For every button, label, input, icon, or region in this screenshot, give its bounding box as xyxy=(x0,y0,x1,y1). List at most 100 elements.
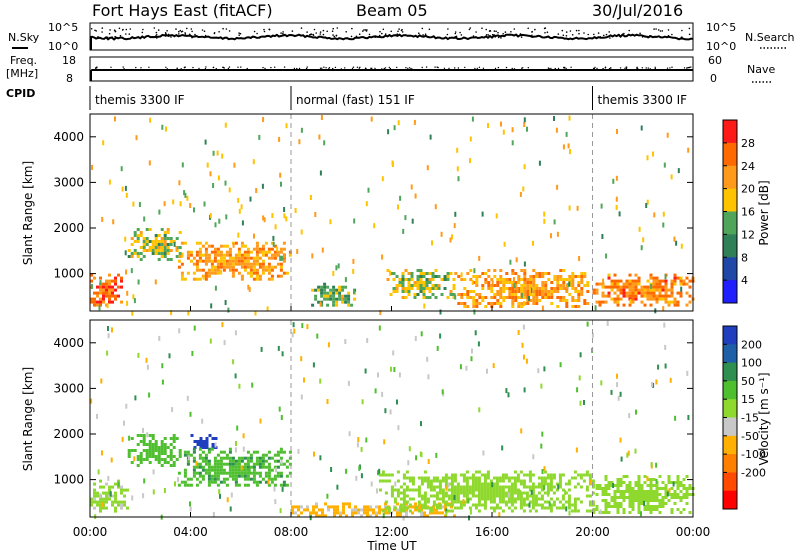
data-cell xyxy=(649,499,653,502)
data-cell xyxy=(655,379,658,385)
data-cell xyxy=(276,274,280,278)
data-cell xyxy=(523,290,527,293)
data-cell xyxy=(108,300,111,304)
data-cell xyxy=(264,268,268,272)
data-cell xyxy=(441,494,445,498)
data-cell xyxy=(222,471,226,475)
data-cell xyxy=(640,502,644,505)
n-search-point xyxy=(418,32,420,34)
colorbar-swatch xyxy=(723,399,737,418)
data-cell xyxy=(195,277,199,281)
data-cell xyxy=(640,499,644,502)
data-cell xyxy=(160,243,164,246)
n-search-point xyxy=(597,32,600,34)
data-cell xyxy=(410,275,414,278)
data-cell xyxy=(567,497,571,501)
data-cell xyxy=(396,479,400,483)
data-cell xyxy=(513,283,516,289)
data-cell xyxy=(511,140,514,146)
data-cell xyxy=(517,296,521,299)
data-cell xyxy=(517,275,521,278)
data-cell xyxy=(469,509,472,515)
data-cell xyxy=(505,281,509,284)
data-cell xyxy=(559,299,563,302)
data-cell xyxy=(339,511,342,515)
data-cell xyxy=(529,287,532,293)
nave-point xyxy=(356,66,359,69)
nave-point xyxy=(687,67,689,69)
data-cell xyxy=(387,129,390,135)
data-cell xyxy=(105,500,108,504)
n-search-point xyxy=(648,35,651,37)
data-cell xyxy=(669,377,672,383)
data-cell xyxy=(393,508,396,512)
data-cell xyxy=(121,186,124,192)
data-cell xyxy=(326,294,330,298)
data-cell xyxy=(667,288,671,292)
data-cell xyxy=(329,294,333,298)
data-cell xyxy=(676,291,680,295)
data-cell xyxy=(428,287,432,290)
data-cell xyxy=(658,285,662,289)
data-cell xyxy=(523,272,527,275)
data-cell xyxy=(468,497,472,501)
data-cell xyxy=(416,284,420,287)
data-cell xyxy=(270,277,274,281)
data-cell xyxy=(105,294,108,298)
data-cell xyxy=(195,461,198,466)
data-cell xyxy=(543,470,547,474)
data-cell xyxy=(601,499,605,502)
data-cell xyxy=(219,493,221,499)
data-cell xyxy=(604,502,608,505)
data-cell xyxy=(658,475,662,478)
data-cell xyxy=(108,291,111,295)
data-cell xyxy=(402,228,405,234)
data-cell xyxy=(183,190,186,196)
data-cell xyxy=(540,479,544,483)
data-cell xyxy=(172,446,176,449)
data-cell xyxy=(207,274,211,278)
data-cell xyxy=(408,479,412,483)
data-cell xyxy=(423,479,427,483)
nave-point xyxy=(381,68,383,70)
nave-point xyxy=(293,67,296,70)
data-cell xyxy=(568,293,572,296)
data-cell xyxy=(685,493,689,496)
data-cell xyxy=(531,494,535,498)
nave-point xyxy=(625,67,628,70)
data-cell xyxy=(157,452,161,455)
data-cell xyxy=(574,287,578,290)
data-cell xyxy=(438,485,442,489)
data-cell xyxy=(387,506,391,510)
data-cell xyxy=(652,496,656,499)
nave-point xyxy=(636,67,638,69)
data-cell xyxy=(480,488,484,492)
data-cell xyxy=(505,278,509,281)
data-cell xyxy=(544,281,548,284)
data-cell xyxy=(195,253,199,257)
data-cell xyxy=(330,467,333,472)
data-cell xyxy=(426,165,429,171)
data-cell xyxy=(493,269,497,272)
data-cell xyxy=(432,479,436,483)
data-cell xyxy=(664,291,668,295)
n-search-point xyxy=(253,30,256,33)
data-cell xyxy=(547,491,550,497)
data-cell xyxy=(576,497,580,501)
data-cell xyxy=(649,484,653,487)
data-cell xyxy=(223,340,226,346)
data-cell xyxy=(267,450,271,454)
data-cell xyxy=(211,437,215,440)
data-cell xyxy=(664,279,668,283)
data-cell xyxy=(157,446,161,449)
data-cell xyxy=(607,502,611,505)
data-cell xyxy=(279,247,283,251)
data-cell xyxy=(510,476,514,480)
data-cell xyxy=(425,287,429,290)
data-cell xyxy=(567,503,571,507)
data-cell xyxy=(323,282,327,286)
data-cell xyxy=(459,506,463,510)
data-cell xyxy=(646,288,650,292)
data-cell xyxy=(335,303,339,307)
data-cell xyxy=(357,508,360,512)
